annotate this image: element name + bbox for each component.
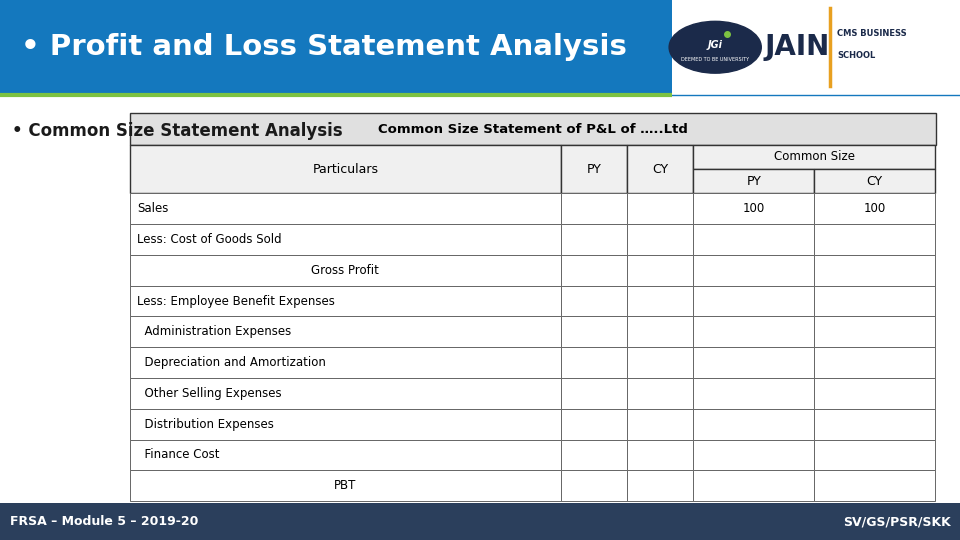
- Text: 100: 100: [743, 202, 765, 215]
- Text: Particulars: Particulars: [312, 163, 378, 176]
- Bar: [693, 378, 814, 409]
- Bar: [561, 224, 627, 255]
- Text: CMS BUSINESS: CMS BUSINESS: [837, 29, 907, 38]
- Text: JGi: JGi: [708, 39, 723, 50]
- Text: Distribution Expenses: Distribution Expenses: [137, 417, 275, 431]
- Bar: [814, 440, 935, 470]
- Bar: [130, 113, 936, 145]
- Bar: [561, 286, 627, 316]
- Bar: [814, 409, 935, 440]
- Text: DEEMED TO BE UNIVERSITY: DEEMED TO BE UNIVERSITY: [682, 57, 749, 62]
- Bar: [561, 316, 627, 347]
- Bar: [130, 347, 561, 378]
- Bar: [814, 255, 935, 286]
- Bar: [814, 316, 935, 347]
- Text: Sales: Sales: [137, 202, 169, 215]
- Bar: [0, 94, 960, 503]
- Bar: [627, 378, 693, 409]
- Bar: [561, 409, 627, 440]
- Text: PBT: PBT: [334, 479, 356, 492]
- Bar: [130, 224, 561, 255]
- Bar: [693, 286, 814, 316]
- Bar: [130, 316, 561, 347]
- Text: Less: Cost of Goods Sold: Less: Cost of Goods Sold: [137, 233, 282, 246]
- Bar: [814, 224, 935, 255]
- Bar: [693, 440, 814, 470]
- Text: Finance Cost: Finance Cost: [137, 448, 220, 462]
- Bar: [130, 193, 561, 224]
- Text: FRSA – Module 5 – 2019-20: FRSA – Module 5 – 2019-20: [10, 515, 198, 528]
- Text: SV/GS/PSR/SKK: SV/GS/PSR/SKK: [843, 515, 950, 528]
- Bar: [561, 440, 627, 470]
- Bar: [693, 347, 814, 378]
- Text: Common Size Statement of P&L of …..Ltd: Common Size Statement of P&L of …..Ltd: [378, 123, 687, 136]
- Bar: [814, 286, 935, 316]
- Bar: [693, 169, 814, 193]
- Bar: [672, 0, 960, 94]
- Text: Less: Employee Benefit Expenses: Less: Employee Benefit Expenses: [137, 294, 335, 308]
- Bar: [130, 470, 561, 501]
- Bar: [130, 378, 561, 409]
- Bar: [130, 409, 561, 440]
- Circle shape: [669, 21, 761, 73]
- Bar: [693, 316, 814, 347]
- Bar: [693, 193, 814, 224]
- Bar: [561, 145, 627, 193]
- Bar: [693, 470, 814, 501]
- Bar: [814, 193, 935, 224]
- Bar: [0, 503, 960, 540]
- Text: SCHOOL: SCHOOL: [837, 51, 876, 60]
- Bar: [130, 286, 561, 316]
- Text: CY: CY: [652, 163, 668, 176]
- Bar: [693, 145, 935, 169]
- Bar: [627, 316, 693, 347]
- Bar: [130, 145, 561, 193]
- Bar: [814, 470, 935, 501]
- Text: PY: PY: [746, 174, 761, 188]
- Bar: [130, 440, 561, 470]
- Text: Administration Expenses: Administration Expenses: [137, 325, 292, 339]
- Bar: [561, 347, 627, 378]
- Bar: [561, 193, 627, 224]
- Text: PY: PY: [587, 163, 602, 176]
- Bar: [814, 347, 935, 378]
- Bar: [693, 255, 814, 286]
- Text: Depreciation and Amortization: Depreciation and Amortization: [137, 356, 326, 369]
- Bar: [814, 169, 935, 193]
- Bar: [627, 347, 693, 378]
- Bar: [627, 224, 693, 255]
- Text: CY: CY: [867, 174, 883, 188]
- Bar: [627, 145, 693, 193]
- Bar: [627, 440, 693, 470]
- Bar: [627, 470, 693, 501]
- Bar: [561, 470, 627, 501]
- Text: • Profit and Loss Statement Analysis: • Profit and Loss Statement Analysis: [21, 33, 627, 61]
- Text: 100: 100: [864, 202, 886, 215]
- Bar: [693, 224, 814, 255]
- Text: Other Selling Expenses: Other Selling Expenses: [137, 387, 282, 400]
- Bar: [627, 409, 693, 440]
- Bar: [130, 255, 561, 286]
- Bar: [561, 255, 627, 286]
- Text: JAIN: JAIN: [764, 33, 829, 61]
- Bar: [627, 255, 693, 286]
- Bar: [627, 193, 693, 224]
- Bar: [561, 378, 627, 409]
- Text: Gross Profit: Gross Profit: [311, 264, 379, 277]
- Text: Common Size: Common Size: [774, 150, 854, 164]
- Text: • Common Size Statement Analysis: • Common Size Statement Analysis: [12, 122, 342, 140]
- Bar: [693, 409, 814, 440]
- Bar: [0, 0, 960, 94]
- Bar: [627, 286, 693, 316]
- Bar: [814, 378, 935, 409]
